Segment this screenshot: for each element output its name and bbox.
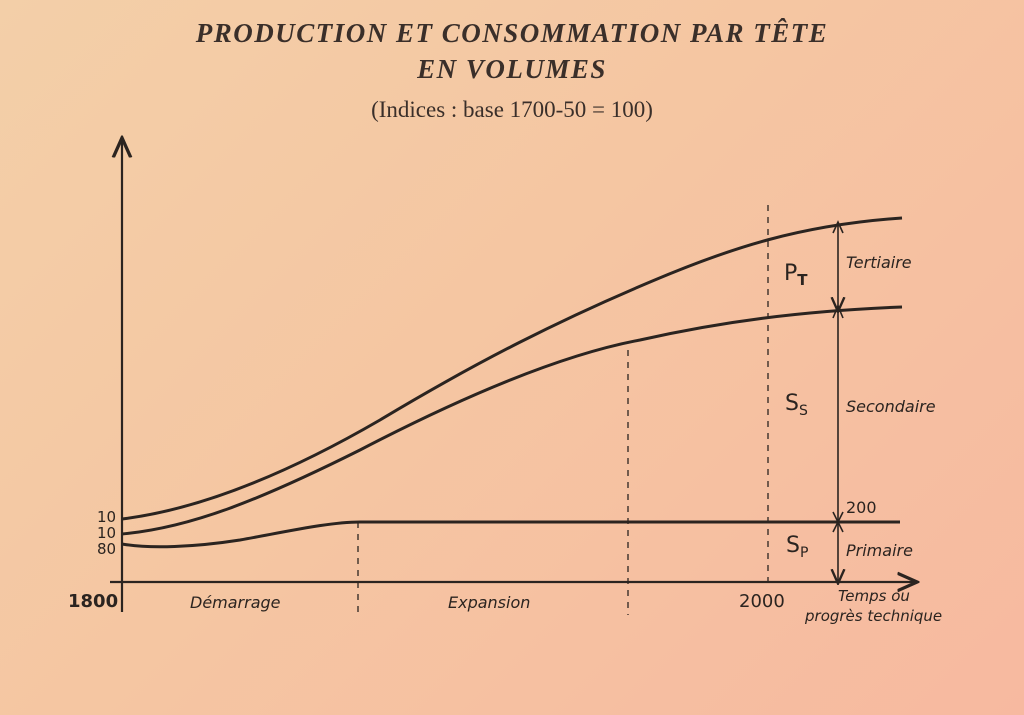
chart-subtitle: (Indices : base 1700-50 = 100) [371,97,653,122]
series-line-tertiaire [121,216,903,521]
band-label-secondaire: Secondaire [846,397,936,416]
chart-title-line2: EN VOLUMES [417,54,607,84]
x-marker-label-2000: 2000 [739,591,785,612]
phase-label-expansion: Expansion [448,593,530,612]
band-symbol-secondaire: SS [785,391,808,419]
band-label-tertiaire: Tertiaire [846,253,912,272]
start-value-tertiaire: 10 [97,508,116,526]
band-symbol-primaire: SP [786,533,808,561]
band-symbol-tertiaire: PT [784,261,808,289]
x-axis-label-line1: Temps ou [838,587,910,605]
series-line-primaire [121,520,900,549]
phase-label-demarrage: Démarrage [190,593,281,612]
start-value-primaire: 80 [97,540,116,558]
band-label-primaire: Primaire [846,541,913,560]
chart-title: PRODUCTION ET CONSOMMATION PAR TÊTE [195,18,829,48]
start-value-secondaire: 10 [97,524,116,542]
series-line-secondaire [121,305,903,536]
x-axis-label-line2: progrès technique [804,607,942,625]
level-label-200: 200 [846,498,877,517]
x-start-label: 1800 [68,591,118,612]
